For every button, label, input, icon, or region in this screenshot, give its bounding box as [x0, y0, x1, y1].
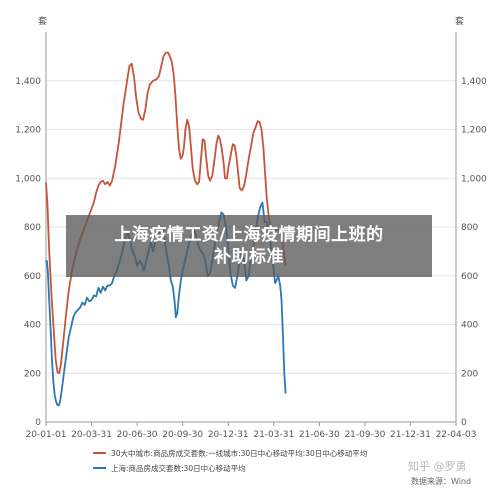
y-tick-label-left: 1,200 [15, 126, 41, 136]
x-tick-label: 21-03-31 [253, 430, 294, 440]
y-tick-label-left: 200 [24, 369, 41, 379]
axes [45, 32, 457, 426]
x-tick-label: 22-04-03 [436, 430, 477, 440]
y-tick-label-right: 1,200 [461, 126, 487, 136]
series-line-1 [45, 51, 287, 375]
legend: 30大中城市:商品房成交套数:一线城市:30日中心移动平均:30日中心移动平均 … [93, 448, 367, 473]
title-banner: 上海疫情工资/上海疫情期间上班的 补助标准 [66, 215, 432, 277]
x-tick-label: 20-03-31 [71, 430, 112, 440]
watermark: 知乎 @罗勇 [408, 460, 467, 473]
y-axis-left-unit: 套 [38, 15, 47, 27]
y-tick-label-right: 1,000 [461, 174, 487, 184]
data-source-note: 数据来源：Wind [411, 476, 471, 486]
x-tick-label: 20-06-30 [117, 430, 158, 440]
y-axis-right-unit: 套 [455, 15, 464, 27]
y-tick-label-left: 1,400 [15, 77, 41, 87]
x-axis-ticks: 20-01-01 20-03-31 20-06-30 20-09-30 20-12-31… [26, 430, 477, 440]
y-tick-label-right: 600 [461, 272, 478, 282]
x-tick-label: 20-09-30 [162, 430, 203, 440]
y-axis-right-ticks: 0 200 400 600 800 1,000 1,200 1,400 [461, 77, 487, 428]
legend-label-series-1: 30大中城市:商品房成交套数:一线城市:30日中心移动平均:30日中心移动平均 [111, 448, 367, 458]
y-tick-label-left: 1,000 [15, 174, 41, 184]
legend-label-series-2: 上海:商品房成交套数:30日中心移动平均 [111, 463, 246, 473]
title-banner-line-2: 补助标准 [214, 247, 284, 267]
x-tick-label: 21-09-30 [344, 430, 385, 440]
y-axis-left-ticks: 0 200 400 600 800 1,000 1,200 1,400 [15, 77, 41, 428]
y-tick-label-right: 1,400 [461, 77, 487, 87]
y-tick-label-left: 400 [24, 321, 41, 331]
x-tick-label: 21-06-30 [299, 430, 340, 440]
y-tick-label-right: 0 [461, 418, 467, 428]
y-tick-label-right: 400 [461, 321, 478, 331]
title-banner-line-1: 上海疫情工资/上海疫情期间上班的 [114, 225, 384, 245]
y-tick-label-left: 800 [24, 223, 41, 233]
x-tick-label: 20-12-31 [208, 430, 249, 440]
y-tick-label-right: 800 [461, 223, 478, 233]
y-tick-label-left: 600 [24, 272, 41, 282]
y-tick-label-left: 0 [35, 418, 41, 428]
x-tick-label: 21-12-31 [390, 430, 431, 440]
x-tick-label: 20-01-01 [26, 430, 67, 440]
y-tick-label-right: 200 [461, 369, 478, 379]
